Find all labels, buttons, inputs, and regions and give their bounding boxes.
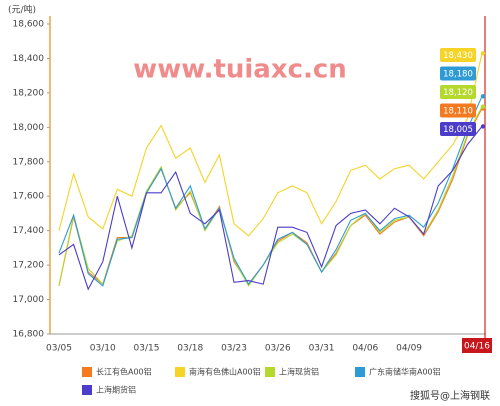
legend-label: 上海期货铝 [96, 385, 136, 395]
date-marker-box [462, 338, 492, 353]
y-tick-label: 18,400 [13, 54, 45, 64]
y-tick-label: 17,000 [13, 295, 45, 305]
legend-swatch [265, 367, 275, 377]
end-point [480, 104, 486, 109]
legend-label: 南海有色佛山A00铝 [189, 367, 261, 377]
watermark: www.tuiaxc.cn [133, 55, 347, 85]
legend-swatch [355, 367, 365, 377]
value-label-box [440, 66, 476, 81]
value-label: 18,430 [443, 51, 473, 61]
source-label: 搜狐号@上海钢联 [410, 389, 490, 402]
value-label: 18,180 [443, 70, 473, 80]
x-tick-label: 04/06 [352, 344, 378, 354]
legend-swatch [175, 367, 185, 377]
x-tick-label: 03/15 [134, 344, 160, 354]
y-tick-label: 18,000 [13, 123, 45, 133]
y-tick-label: 17,200 [13, 261, 45, 271]
value-label-box [440, 85, 476, 99]
value-label-box [440, 48, 476, 62]
y-tick-label: 18,200 [13, 88, 45, 98]
y-tick-label: 18,600 [13, 20, 45, 30]
x-tick-label: 03/23 [221, 344, 247, 354]
end-point [480, 94, 486, 99]
value-label: 18,110 [443, 107, 473, 117]
legend-swatch [82, 367, 92, 377]
x-tick-label: 04/16 [464, 342, 490, 352]
x-tick-label: 03/10 [90, 344, 116, 354]
x-tick-label: 04/09 [396, 344, 422, 354]
legend-label: 广东南储华南A00铝 [369, 367, 441, 377]
end-point [480, 51, 486, 56]
value-label: 18,120 [443, 88, 473, 98]
series-line [58, 126, 483, 291]
value-label: 18,005 [443, 125, 473, 135]
x-tick-label: 03/31 [309, 344, 335, 354]
value-label-box [440, 103, 476, 118]
series-line [58, 53, 483, 237]
y-tick-label: 17,600 [13, 192, 45, 202]
x-tick-label: 03/18 [177, 344, 203, 354]
y-tick-label: 16,800 [13, 330, 45, 340]
series-line [58, 106, 483, 287]
series-line [58, 108, 483, 286]
unit-label: (元/吨) [8, 4, 36, 16]
legend-label: 长江有色A00铝 [96, 367, 152, 377]
legend-label: 上海现货铝 [279, 367, 319, 377]
x-tick-label: 03/26 [265, 344, 291, 354]
legend-swatch [82, 385, 92, 395]
y-tick-label: 17,400 [13, 226, 45, 236]
y-tick-label: 17,800 [13, 157, 45, 167]
x-tick-label: 03/05 [46, 344, 72, 354]
end-point [480, 124, 486, 129]
value-label-box [440, 122, 476, 136]
